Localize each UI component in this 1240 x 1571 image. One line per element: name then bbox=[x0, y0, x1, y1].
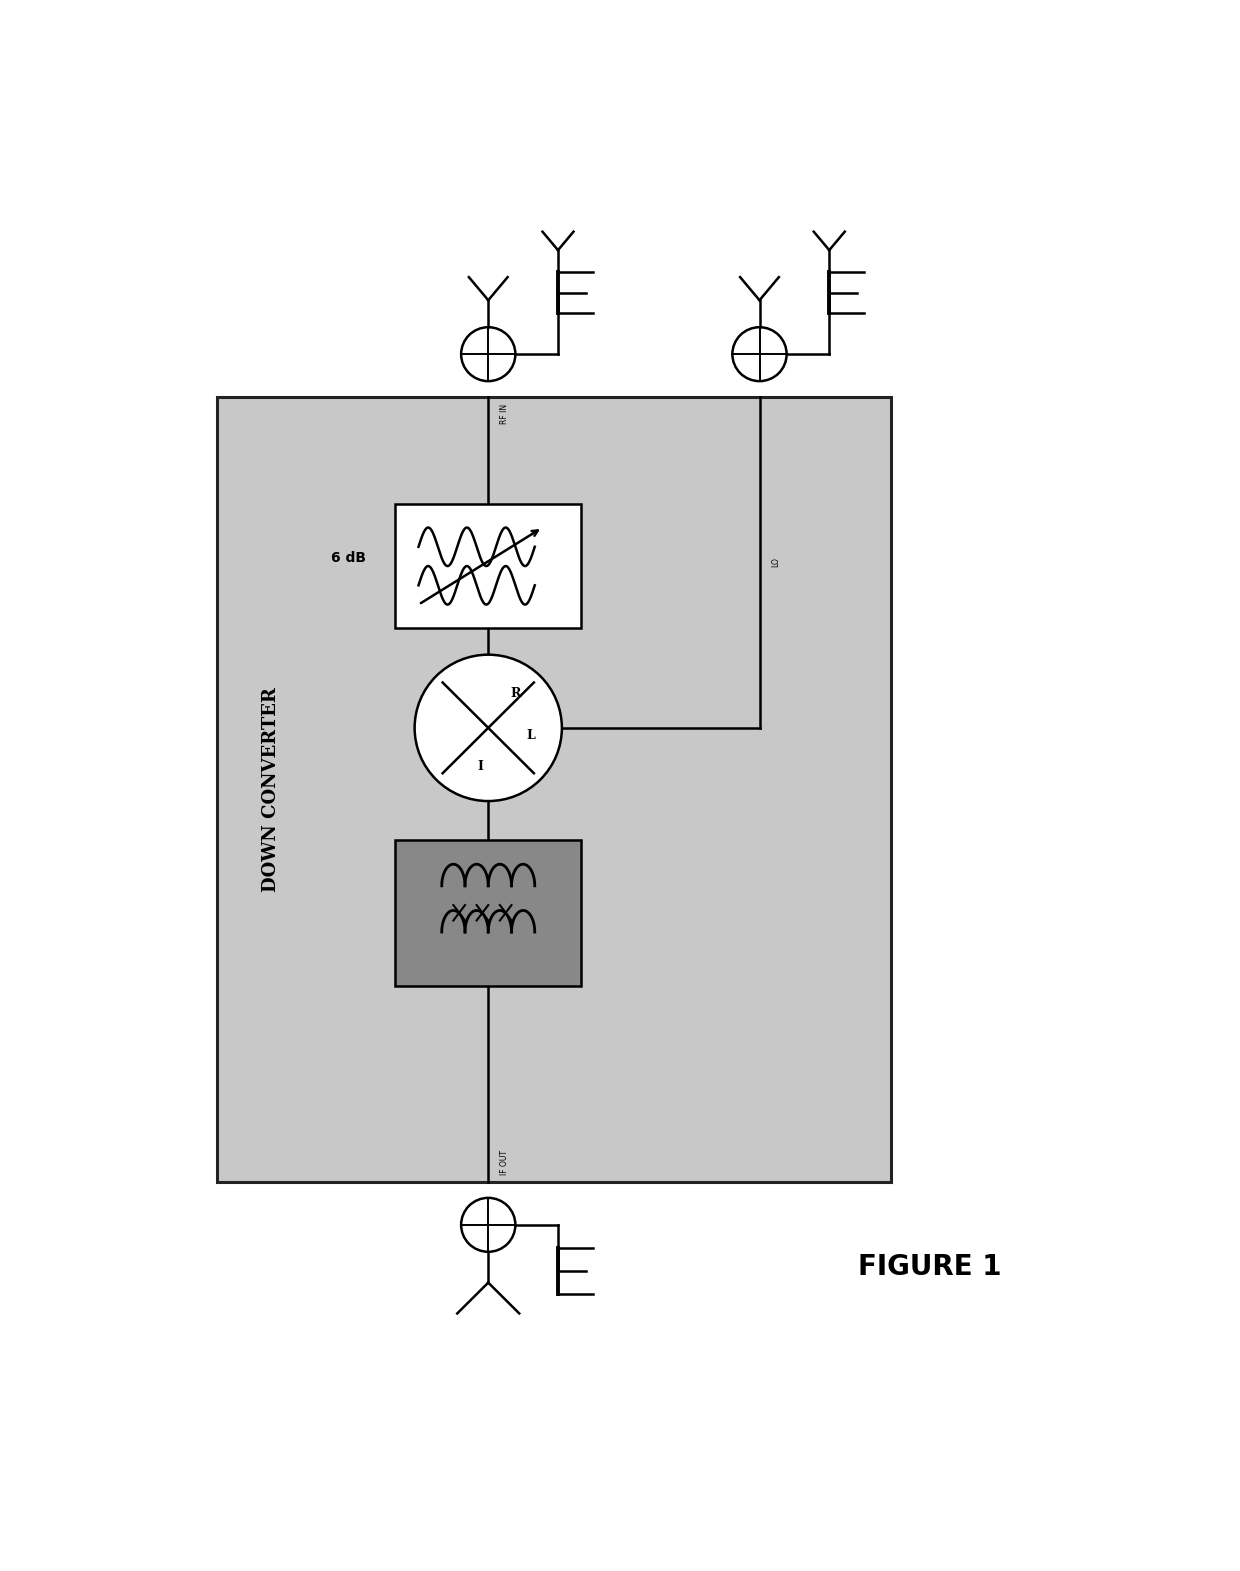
Text: FIGURE 1: FIGURE 1 bbox=[858, 1254, 1002, 1282]
Bar bbox=[396, 839, 582, 987]
Circle shape bbox=[461, 1197, 516, 1252]
Text: RF IN: RF IN bbox=[500, 404, 508, 424]
Circle shape bbox=[733, 327, 786, 382]
Text: 6 dB: 6 dB bbox=[331, 551, 366, 566]
Text: LO: LO bbox=[771, 558, 780, 567]
Circle shape bbox=[414, 655, 562, 801]
Text: DOWN CONVERTER: DOWN CONVERTER bbox=[262, 687, 280, 892]
Text: R: R bbox=[510, 687, 521, 699]
Bar bbox=[396, 504, 582, 628]
Text: I: I bbox=[477, 760, 484, 773]
Bar bbox=[217, 396, 892, 1183]
Circle shape bbox=[461, 327, 516, 382]
Text: IF OUT: IF OUT bbox=[500, 1150, 508, 1175]
Text: L: L bbox=[527, 729, 536, 742]
